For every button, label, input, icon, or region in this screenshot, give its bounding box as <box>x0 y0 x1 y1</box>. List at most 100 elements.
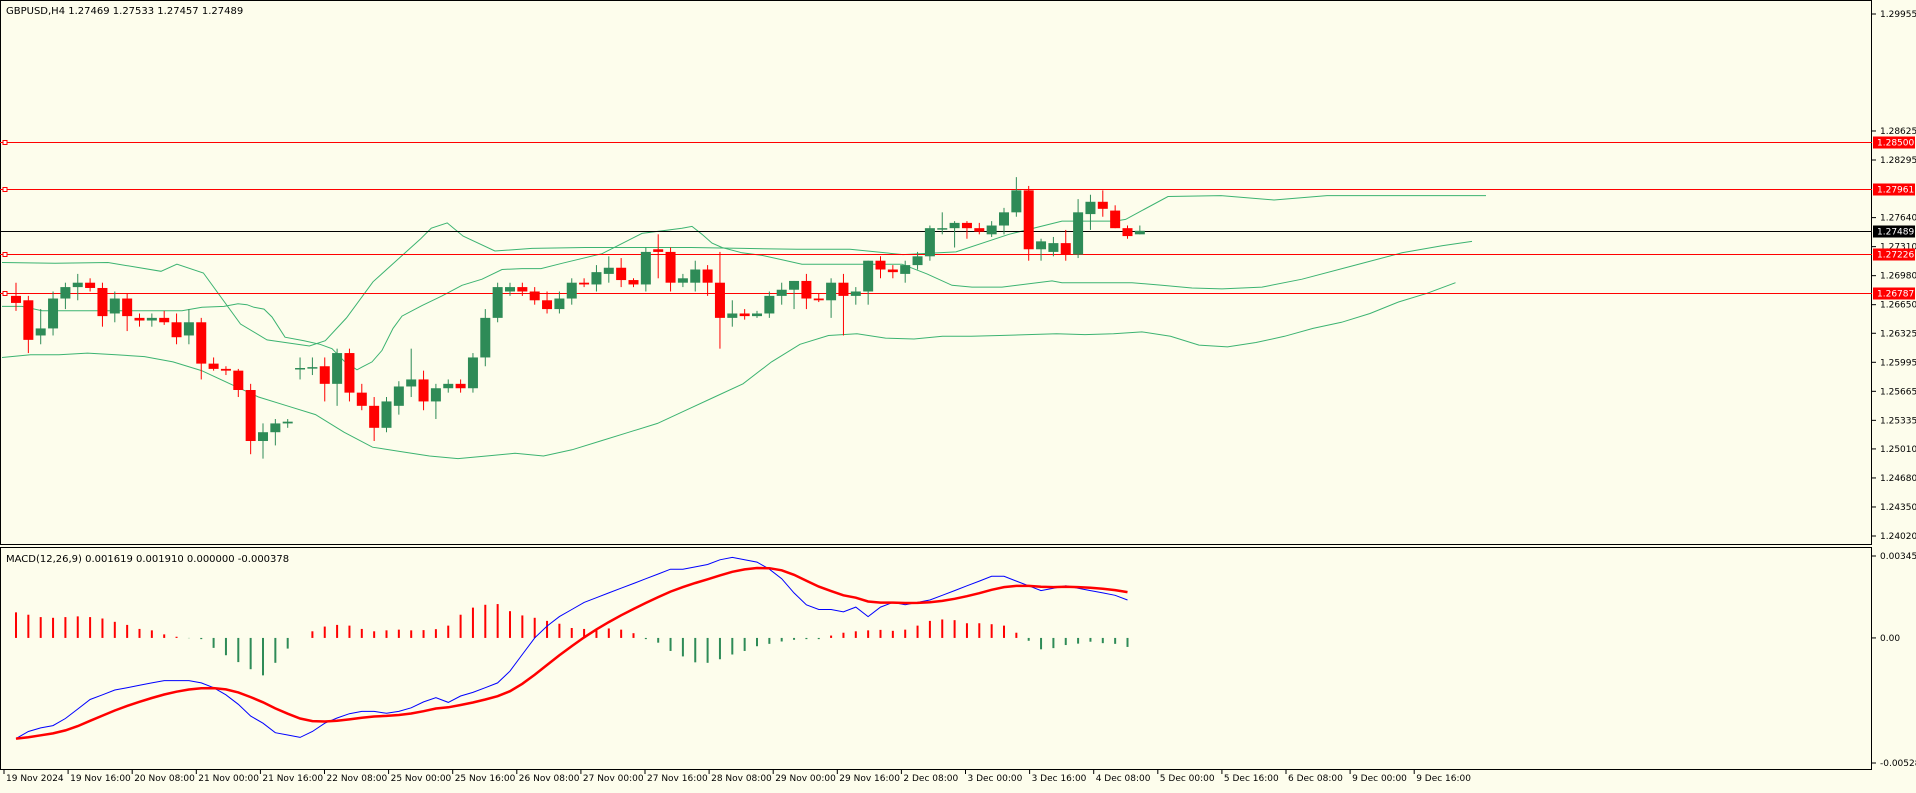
candle <box>974 222 985 235</box>
candle <box>875 256 886 279</box>
candle-body <box>616 267 627 281</box>
time-tick-label: 27 Nov 16:00 <box>647 774 708 784</box>
candle-body <box>579 282 590 285</box>
candle-body <box>196 322 207 364</box>
candle-body <box>60 287 71 299</box>
candle <box>1011 177 1022 217</box>
candle <box>714 251 725 349</box>
price-tick-label: 1.25335 <box>1880 416 1916 426</box>
candle-body <box>134 317 145 321</box>
candle <box>628 278 639 288</box>
current-price-label: 1.27489 <box>1877 228 1914 238</box>
time-tick-label: 2 Dec 08:00 <box>903 774 958 784</box>
candle-body <box>850 291 861 296</box>
candle <box>887 265 898 279</box>
candle <box>690 260 701 292</box>
candle <box>1122 225 1133 239</box>
candle-body <box>295 368 306 370</box>
price-level-labels: 1.28500 1.27961 1.27226 1.26787 1.27489 <box>1873 136 1915 300</box>
candle-body <box>739 313 750 317</box>
candle <box>591 265 602 292</box>
level-anchor-handle[interactable] <box>2 252 8 257</box>
candle-body <box>1110 210 1121 229</box>
candle <box>319 357 330 402</box>
candle <box>282 419 293 428</box>
candle-body <box>542 300 553 310</box>
candle-body <box>949 222 960 229</box>
candle-body <box>702 269 713 283</box>
candle-body <box>999 212 1009 226</box>
candle <box>356 383 367 411</box>
candle-body <box>344 353 355 393</box>
candle <box>1023 185 1034 261</box>
candle <box>850 287 861 305</box>
level-anchor-handle[interactable] <box>2 291 8 296</box>
time-tick-label: 3 Dec 16:00 <box>1032 774 1087 784</box>
candle <box>517 282 528 296</box>
candle <box>72 273 83 301</box>
candle <box>492 282 503 323</box>
candle <box>48 291 59 336</box>
candle-body <box>146 317 157 321</box>
candle-body <box>122 298 133 317</box>
candle <box>1134 225 1145 235</box>
candle-body <box>529 291 540 301</box>
candle <box>196 317 207 380</box>
candle <box>640 247 651 292</box>
candle-body <box>159 317 170 323</box>
candle-body <box>1097 201 1108 209</box>
candle <box>1048 236 1059 257</box>
candle-body <box>1073 212 1084 255</box>
level-anchor-handle[interactable] <box>2 140 8 145</box>
bollinger-upper-line <box>1 195 1486 347</box>
candle-body <box>887 269 898 273</box>
candle <box>122 293 133 332</box>
level-anchor-handle[interactable] <box>2 187 8 192</box>
bollinger-lower-line <box>1 282 1456 460</box>
candle-body <box>369 405 380 428</box>
horizontal-levels[interactable] <box>0 140 1872 296</box>
candle <box>1085 194 1096 230</box>
candle <box>1073 199 1084 259</box>
candle <box>999 207 1009 235</box>
candle <box>937 212 948 235</box>
candle <box>159 310 170 325</box>
price-axis: 1.29955 1.28625 1.28295 1.27640 1.27310 1.269… <box>1872 10 1916 542</box>
time-tick-label: 26 Nov 08:00 <box>519 774 580 784</box>
time-tick-label: 21 Nov 16:00 <box>262 774 323 784</box>
candle-body <box>900 265 911 274</box>
candle-body <box>517 287 528 292</box>
macd-axis: 0.003459 0.00 -0.00528 <box>1872 552 1916 769</box>
candle-body <box>801 280 812 299</box>
candle-body <box>628 280 639 285</box>
candle <box>393 381 404 415</box>
candle <box>529 287 540 305</box>
candle <box>480 309 491 367</box>
macd-header: MACD(12,26,9) 0.001619 0.001910 0.000000… <box>6 554 289 565</box>
candle <box>542 291 553 314</box>
candle <box>789 280 800 310</box>
candle-body <box>356 392 367 406</box>
price-tick-label: 1.26980 <box>1880 272 1916 282</box>
candle <box>739 309 750 320</box>
candle <box>764 291 775 318</box>
candle <box>579 278 590 288</box>
candle-body <box>776 289 787 296</box>
price-tick-label: 1.26650 <box>1880 301 1916 311</box>
candle-body <box>23 300 34 340</box>
candle-body <box>208 363 219 369</box>
candle <box>1097 190 1108 217</box>
candle-body <box>912 256 923 266</box>
candle <box>961 221 972 239</box>
candle-body <box>109 298 120 314</box>
candle <box>85 278 96 292</box>
candle <box>727 300 738 327</box>
symbol-header: GBPUSD,H4 1.27469 1.27533 1.27457 1.2748… <box>6 6 243 17</box>
candle <box>245 383 256 455</box>
candle-body <box>505 287 515 292</box>
level-price-badge <box>1873 248 1915 261</box>
level-price-badge <box>1873 183 1915 196</box>
macd-signal-line <box>15 566 1128 740</box>
candle <box>566 278 577 305</box>
